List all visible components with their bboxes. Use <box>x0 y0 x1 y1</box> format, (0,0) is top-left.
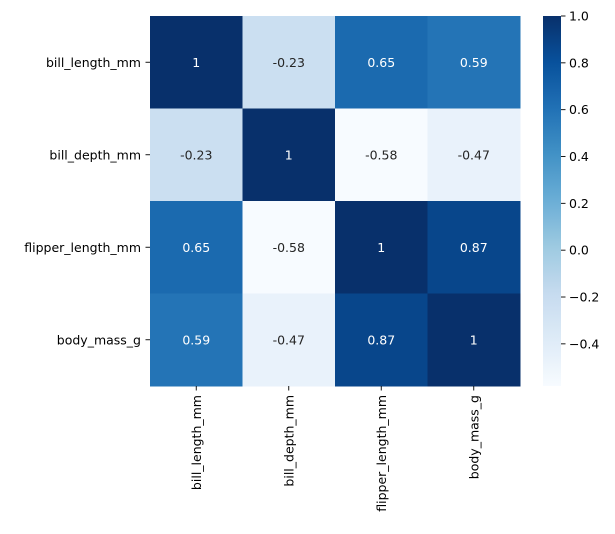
cell-annotation: 0.87 <box>367 332 395 347</box>
cell-annotation: 1 <box>470 332 478 347</box>
cell-annotation: 1 <box>377 240 385 255</box>
colorbar-tick-label: 0.0 <box>569 243 589 258</box>
x-tick-label: bill_length_mm <box>189 395 204 490</box>
colorbar-tick-label: 0.2 <box>569 196 589 211</box>
heatmap-cell <box>242 16 336 109</box>
heatmap-cell <box>242 293 336 387</box>
heatmap-cell <box>150 16 243 109</box>
cell-annotation: 0.59 <box>460 55 488 70</box>
heatmap-cell <box>335 201 428 294</box>
heatmap-cell <box>427 293 521 387</box>
heatmap-cell <box>335 16 428 109</box>
cell-annotation: 0.87 <box>460 240 488 255</box>
cell-annotation: 1 <box>285 147 293 162</box>
cell-annotation: 0.65 <box>182 240 210 255</box>
x-tick-label: flipper_length_mm <box>374 395 389 512</box>
cell-annotation: 1 <box>192 55 200 70</box>
colorbar-tick-label: −0.2 <box>569 290 599 305</box>
y-tick-label: body_mass_g <box>57 332 141 347</box>
cell-annotation: -0.23 <box>180 147 212 162</box>
colorbar-tick-label: −0.4 <box>569 336 599 351</box>
colorbar-tick-label: 0.8 <box>569 55 589 70</box>
x-tick-label: body_mass_g <box>466 395 481 479</box>
cell-annotation: -0.23 <box>273 55 305 70</box>
heatmap-cell <box>150 201 243 294</box>
cell-annotation: -0.58 <box>365 147 397 162</box>
y-tick-label: bill_length_mm <box>46 55 141 70</box>
colorbar-fill <box>543 16 561 386</box>
y-axis: bill_length_mm bill_depth_mm flipper_lengt… <box>24 55 150 347</box>
heatmap-cells <box>150 16 521 387</box>
colorbar: 1.0 0.8 0.6 0.4 0.2 0.0 −0.2 −0.4 <box>543 9 599 386</box>
cell-annotation: 0.59 <box>182 332 210 347</box>
x-axis: bill_length_mm bill_depth_mm flipper_lengt… <box>189 386 481 512</box>
heatmap-cell <box>427 108 521 202</box>
colorbar-tick-label: 0.6 <box>569 102 589 117</box>
cell-annotations: 1 -0.23 0.65 0.59 -0.23 1 -0.58 -0.47 0.65 -0.58 1… <box>180 55 490 348</box>
colorbar-tick-label: 0.4 <box>569 149 589 164</box>
y-tick-label: flipper_length_mm <box>24 240 141 255</box>
x-tick-label: bill_depth_mm <box>281 395 296 487</box>
heatmap-cell <box>150 293 243 387</box>
heatmap-cell <box>242 108 336 202</box>
heatmap-cell <box>427 16 521 109</box>
cell-annotation: 0.65 <box>367 55 395 70</box>
colorbar-tick-label: 1.0 <box>569 9 589 24</box>
heatmap-cell <box>335 293 428 387</box>
cell-annotation: -0.47 <box>458 147 490 162</box>
y-tick-label: bill_depth_mm <box>49 147 141 162</box>
heatmap-cell <box>150 108 243 202</box>
heatmap-cell <box>335 108 428 202</box>
cell-annotation: -0.47 <box>273 332 305 347</box>
cell-annotation: -0.58 <box>273 240 305 255</box>
heatmap-cell <box>427 201 521 294</box>
heatmap-cell <box>242 201 336 294</box>
